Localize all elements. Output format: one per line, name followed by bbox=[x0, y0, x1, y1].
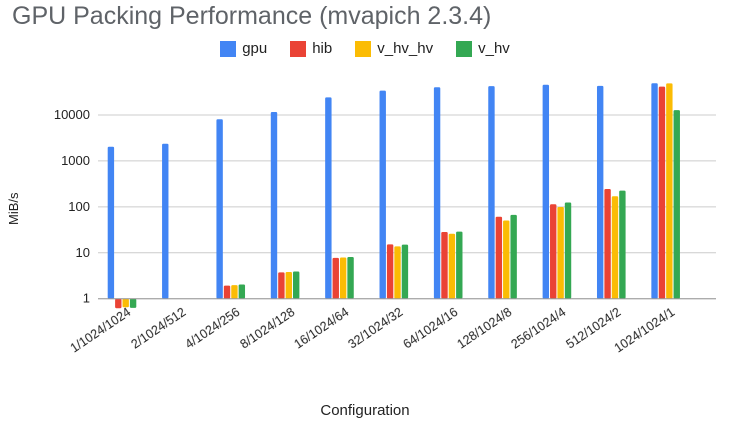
svg-text:10: 10 bbox=[76, 245, 90, 260]
svg-text:100: 100 bbox=[68, 199, 90, 214]
svg-text:1: 1 bbox=[83, 291, 90, 306]
svg-text:10000: 10000 bbox=[54, 107, 90, 122]
svg-text:1000: 1000 bbox=[61, 153, 90, 168]
